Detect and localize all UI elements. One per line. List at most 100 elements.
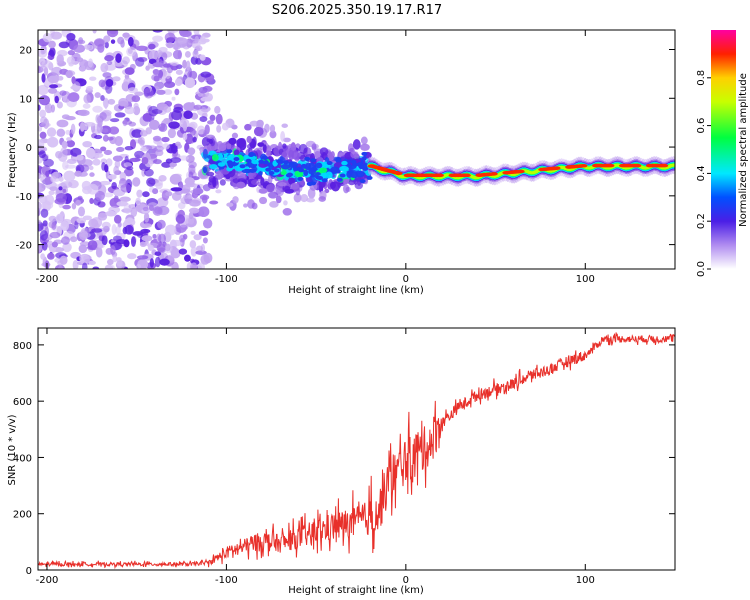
- spectrogram-cell: [107, 174, 117, 180]
- spectrogram-cell: [108, 126, 120, 135]
- spectrogram-cell: [104, 264, 114, 269]
- spectrogram-cell: [259, 196, 268, 205]
- spectrogram-cell: [304, 156, 311, 161]
- spectrogram-cell: [343, 184, 350, 194]
- spectrogram-cell: [48, 215, 57, 222]
- spectrogram-cell: [130, 236, 136, 247]
- spectrogram-cell: [133, 102, 139, 110]
- snr-xlabel: Height of straight line (km): [288, 585, 424, 596]
- spectrogram-cell: [112, 255, 118, 263]
- spectrogram-cell: [157, 205, 170, 216]
- spectrogram-cell: [62, 188, 67, 193]
- chart-title: S206.2025.350.19.17.R17: [272, 3, 442, 18]
- spectrogram-cell: [127, 48, 133, 55]
- spectrogram-cell: [114, 61, 123, 67]
- colorbar-tick-label: 0.4: [696, 165, 707, 181]
- spectrogram-cell: [140, 130, 148, 137]
- spectrogram-cell: [188, 212, 194, 220]
- spectrogram-cell: [165, 224, 177, 236]
- spectrogram-cell: [239, 164, 246, 169]
- spectrogram-cell: [114, 112, 126, 118]
- spectrogram-cell: [49, 231, 61, 239]
- spectrogram-cell: [190, 55, 199, 65]
- spectrogram-cell: [226, 160, 233, 165]
- spectrogram-cell: [202, 148, 208, 160]
- snr-panel: -200 -100 0 100 0 200 400 600 800 Height of stra…: [7, 327, 676, 596]
- spectrogram-cell: [38, 201, 42, 211]
- spectrogram-cell: [215, 113, 223, 125]
- spectrogram-cell: [143, 168, 154, 177]
- spectrogram-cell: [246, 135, 252, 143]
- spectrogram-cell: [159, 258, 170, 266]
- spectrogram-cell: [158, 175, 167, 182]
- spectrogram-ytick-label: -10: [16, 192, 32, 203]
- spectrogram-cell: [199, 54, 206, 61]
- spectrogram-cell: [187, 147, 196, 156]
- spectrogram-cell: [201, 136, 210, 148]
- spectrogram-cell: [60, 220, 69, 231]
- spectrogram-cell: [175, 141, 181, 147]
- spectrogram-cell: [65, 129, 71, 135]
- spectrogram-cell: [94, 38, 105, 47]
- spectrogram-cell: [214, 105, 221, 114]
- spectrogram-cell: [154, 251, 162, 256]
- spectrogram-cell: [282, 143, 287, 149]
- spectrogram-cell: [78, 37, 84, 44]
- spectrogram-cell: [292, 166, 298, 172]
- spectrogram-cell: [152, 233, 157, 239]
- spectrogram-cell: [80, 164, 90, 172]
- spectrogram-cell: [266, 145, 271, 156]
- spectrogram-cell: [63, 170, 76, 182]
- spectrogram-cell: [207, 120, 214, 125]
- spectrogram-cell: [54, 95, 59, 104]
- spectrogram-cell: [132, 177, 141, 187]
- spectrogram-cell: [135, 57, 145, 67]
- spectrogram-cell: [305, 140, 316, 148]
- spectrogram-cell: [171, 96, 176, 101]
- spectrogram-cell: [106, 60, 113, 65]
- spectrogram-cell: [142, 223, 152, 228]
- spectrogram-cell: [265, 167, 272, 172]
- spectrogram-cell: [78, 230, 89, 241]
- spectrogram-cell: [85, 147, 96, 159]
- spectrogram-cell: [136, 264, 141, 269]
- spectrogram-xlabel: Height of straight line (km): [288, 285, 424, 296]
- spectrogram-cell: [124, 106, 135, 115]
- spectrogram-cell: [172, 49, 182, 60]
- spectrogram-cell: [162, 143, 170, 150]
- spectrogram-cell: [38, 172, 41, 180]
- spectrogram-cell: [298, 143, 308, 154]
- spectrogram-cell: [129, 157, 141, 163]
- spectrogram-cell: [75, 199, 81, 206]
- spectrogram-cell: [202, 237, 208, 244]
- spectrogram-cell: [152, 69, 160, 75]
- spectrogram-cell: [136, 189, 143, 198]
- spectrogram-cell: [288, 161, 295, 166]
- spectrogram-cell: [106, 258, 114, 266]
- spectrogram-cell: [243, 203, 248, 208]
- snr-xtick-label: 100: [576, 575, 595, 586]
- spectrogram-cell: [105, 78, 114, 87]
- spectrogram-cell: [262, 160, 269, 165]
- spectrogram-cell: [62, 204, 71, 210]
- spectrogram-cell: [192, 136, 197, 143]
- colorbar-gradient: [711, 30, 736, 269]
- spectrogram-cell: [60, 147, 68, 157]
- spectrogram-cell: [51, 66, 63, 76]
- spectrogram-cell: [121, 81, 131, 92]
- spectrogram-cell: [70, 147, 82, 157]
- spectrogram-cell: [166, 42, 174, 49]
- spectrogram-cell: [314, 150, 321, 159]
- spectrogram-cell: [195, 250, 207, 255]
- spectrogram-cell: [135, 45, 148, 52]
- spectrogram-cell: [283, 200, 288, 206]
- spectrogram-cell: [262, 155, 269, 160]
- spectrogram-cell: [366, 175, 373, 180]
- spectrogram-cell: [47, 107, 53, 114]
- spectrogram-cell: [47, 252, 55, 260]
- spectrogram-cell: [336, 177, 343, 182]
- spectrogram-cell: [170, 187, 183, 192]
- spectrogram-cell: [157, 219, 166, 229]
- spectrogram-cell: [285, 173, 292, 178]
- spectrogram-cell: [321, 178, 328, 183]
